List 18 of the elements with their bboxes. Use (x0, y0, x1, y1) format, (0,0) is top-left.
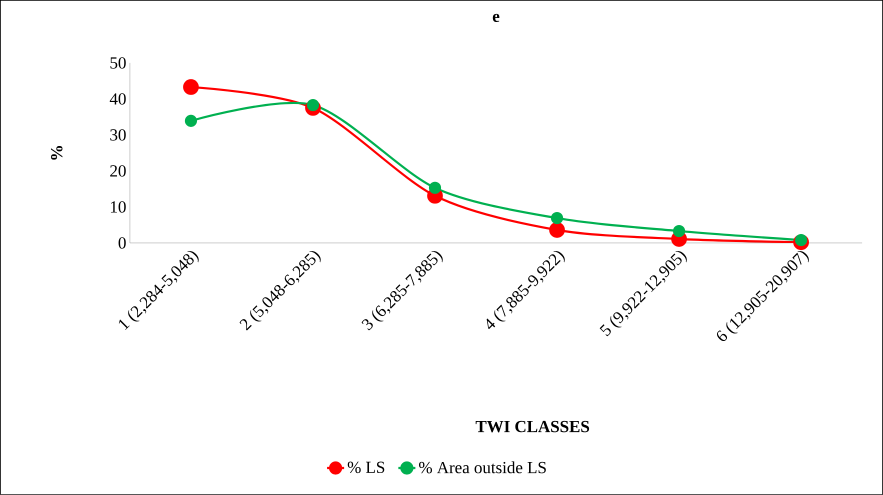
y-tick-label: 10 (110, 201, 126, 213)
y-tick-label: 50 (110, 57, 126, 69)
y-tick-label: 40 (110, 93, 126, 105)
y-tick-label: 30 (110, 129, 126, 141)
point (428, 182, 442, 194)
legend-label: % LS (348, 462, 384, 474)
point (184, 114, 198, 128)
point (550, 212, 564, 224)
y-axis-title: % (50, 146, 62, 160)
point (306, 99, 320, 112)
point (549, 222, 565, 238)
chart-title: e (492, 14, 500, 22)
y-tick-label: 20 (110, 165, 126, 177)
point (672, 225, 686, 238)
point (183, 79, 199, 95)
y-tick-label: 0 (118, 237, 126, 249)
legend-label: % Area outside LS (419, 461, 546, 474)
x-axis-title: TWI CLASSES (476, 420, 590, 432)
